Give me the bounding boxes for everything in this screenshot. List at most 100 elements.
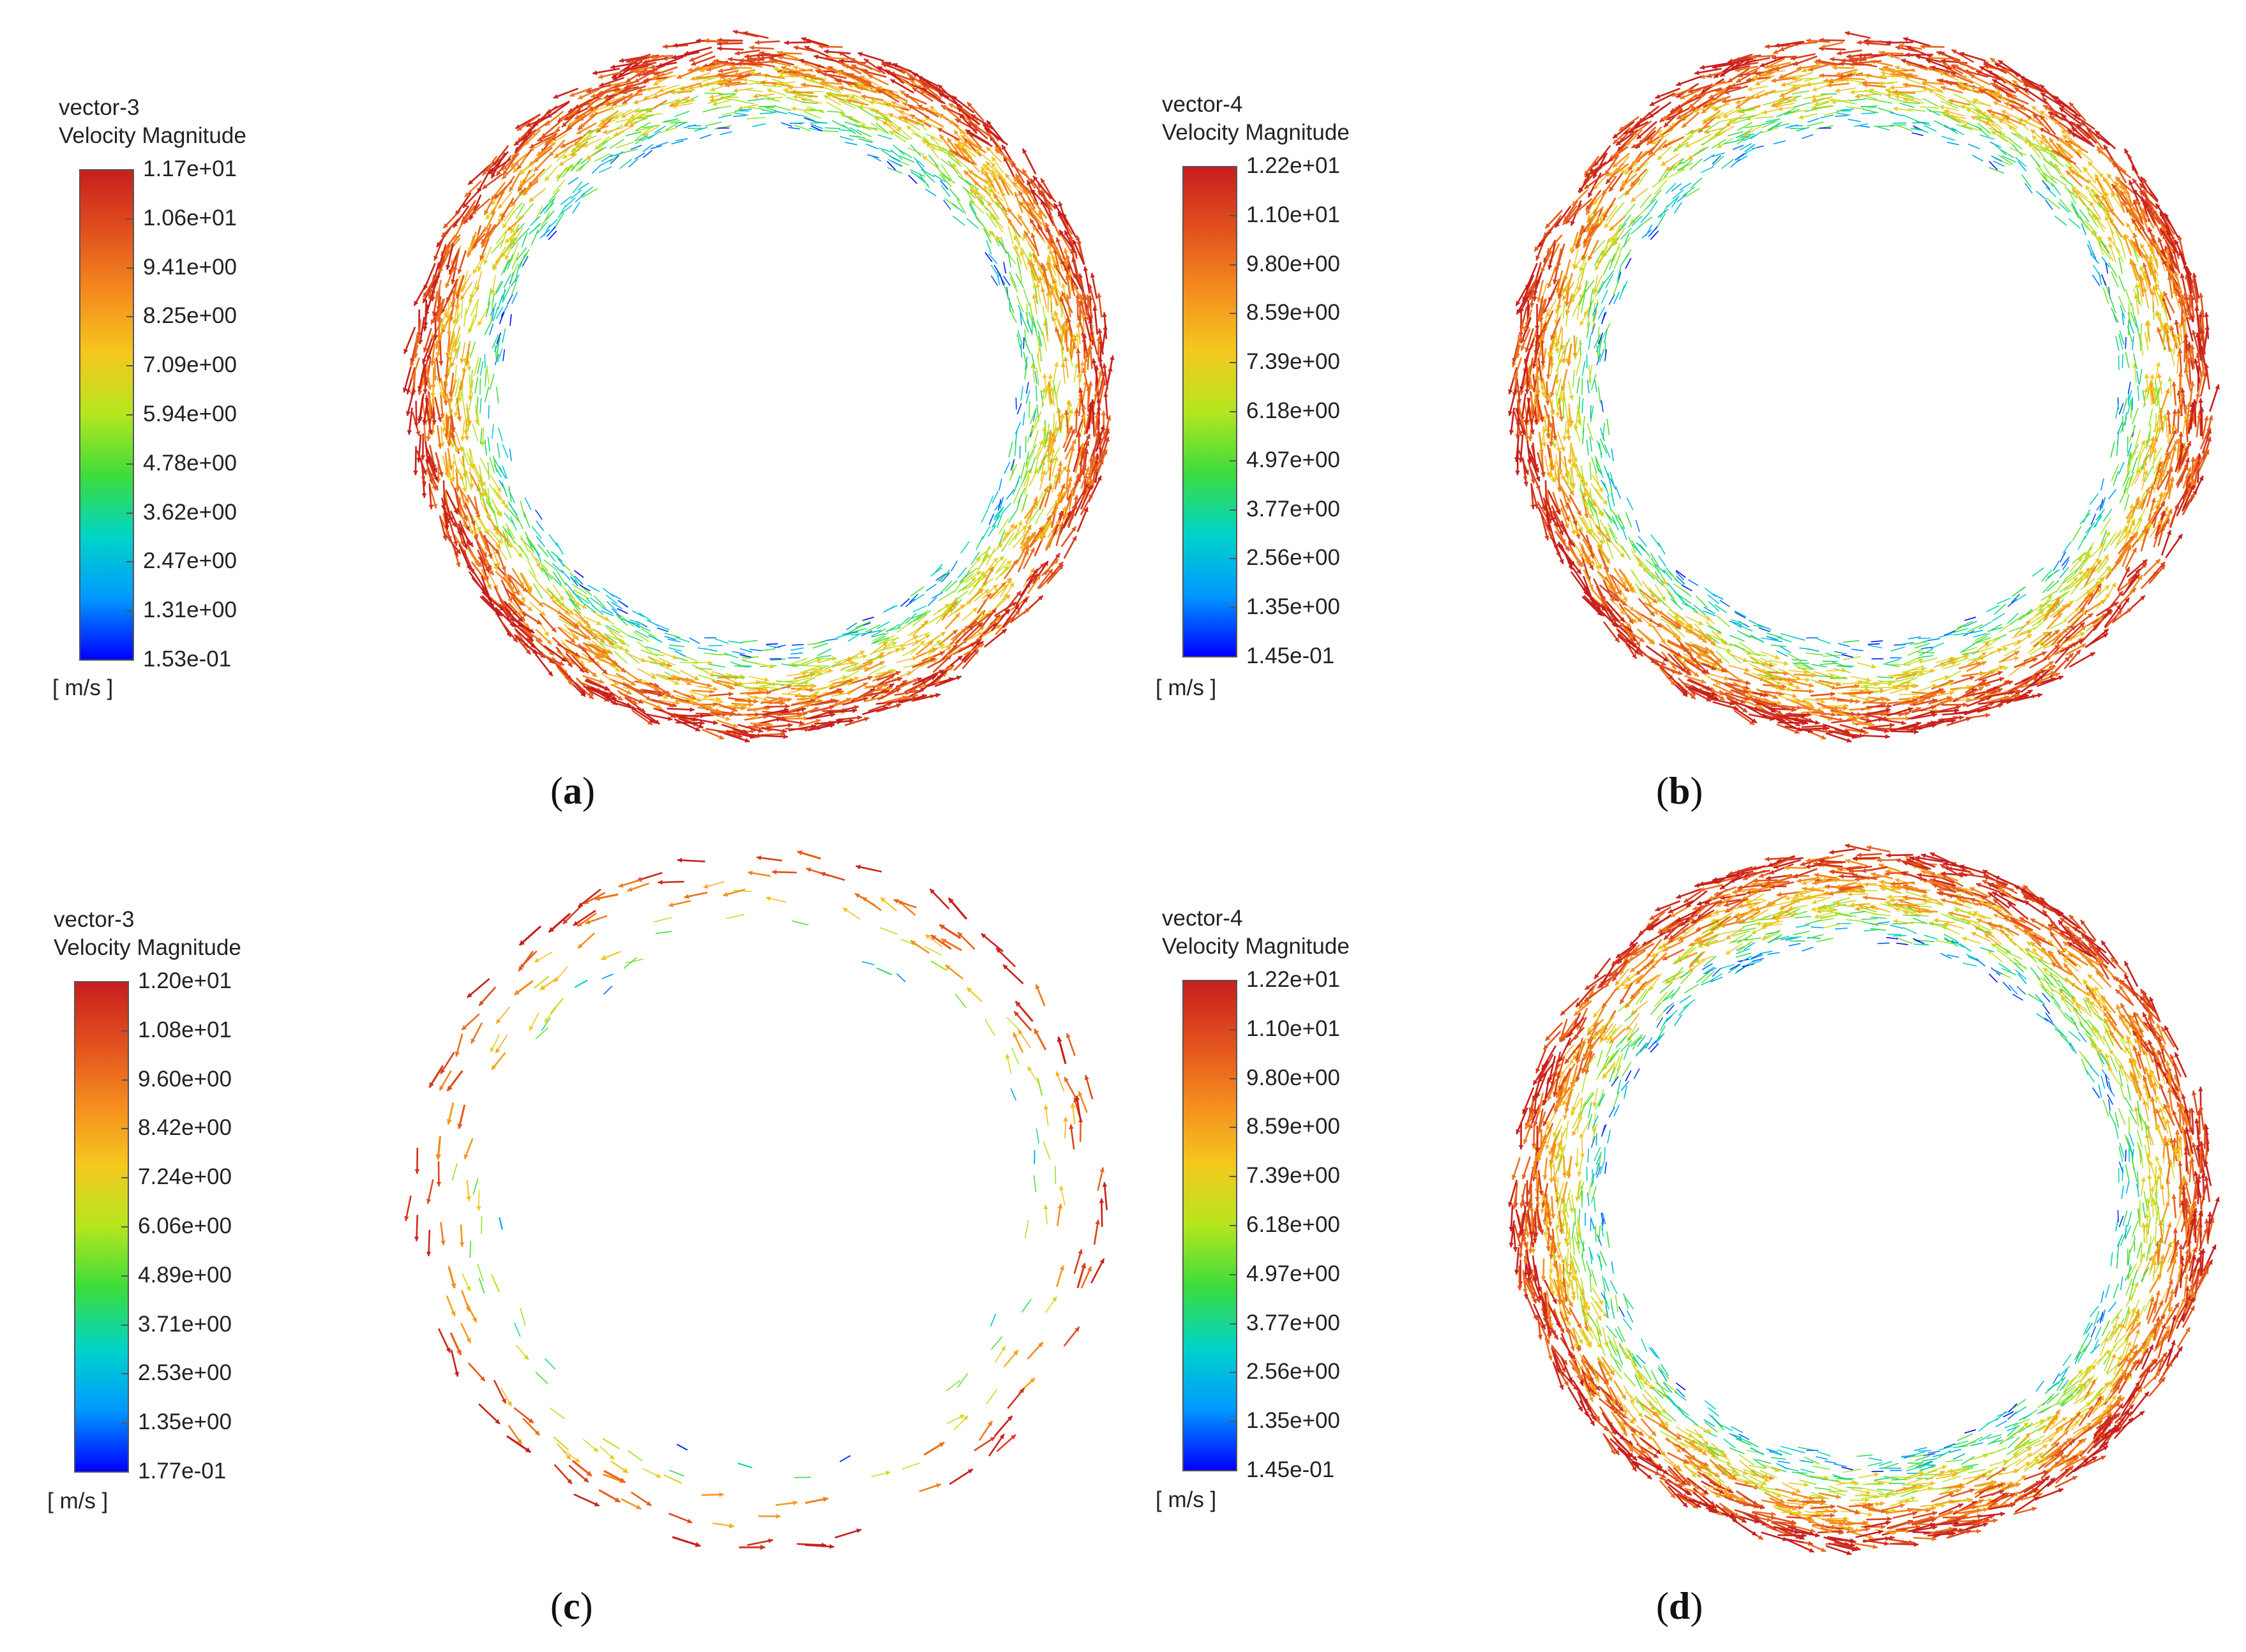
- vector-arrowhead: [2167, 509, 2173, 514]
- vector-arrowhead: [536, 117, 542, 123]
- vector-arrowhead: [633, 100, 638, 105]
- vector-arrowhead: [940, 631, 946, 636]
- vector-arrowhead: [591, 108, 597, 113]
- vector-arrowhead: [1069, 488, 1075, 493]
- velocity-vector: [1023, 336, 1025, 349]
- vector-arrowhead: [976, 571, 981, 576]
- velocity-vector: [2009, 625, 2026, 633]
- vector-arrowhead: [1030, 532, 1036, 537]
- velocity-vector: [1993, 603, 2007, 615]
- velocity-vector: [707, 97, 725, 104]
- velocity-vector: [485, 369, 487, 387]
- vector-arrowhead: [592, 70, 598, 75]
- velocity-vector: [817, 657, 836, 664]
- velocity-vector: [1024, 329, 1027, 347]
- vector-arrowhead: [732, 707, 737, 712]
- vector-arrowhead: [1013, 177, 1018, 183]
- vector-arrowhead: [586, 88, 591, 94]
- velocity-vector: [629, 706, 656, 724]
- velocity-vector: [605, 594, 618, 604]
- vector-arrowhead: [517, 622, 522, 628]
- legend-quantity: Velocity Magnitude: [1162, 120, 1350, 145]
- vector-arrowhead: [528, 181, 534, 186]
- velocity-vector: [615, 613, 628, 626]
- velocity-vector: [866, 143, 878, 149]
- velocity-vector: [541, 566, 556, 580]
- velocity-vector: [504, 237, 518, 252]
- vector-arrowhead: [1054, 310, 1059, 316]
- vector-arrowhead: [561, 657, 566, 662]
- velocity-vector: [790, 122, 805, 124]
- vector-arrowhead: [914, 689, 919, 695]
- vector-arrowhead: [750, 728, 756, 734]
- vector-arrowhead: [785, 703, 790, 709]
- velocity-vector: [490, 239, 504, 254]
- velocity-vector: [494, 513, 499, 530]
- velocity-vector: [625, 131, 642, 137]
- vector-arrowhead: [645, 86, 651, 92]
- vector-arrowhead: [976, 557, 981, 562]
- velocity-vector: [509, 314, 512, 326]
- vector-arrowhead: [690, 76, 696, 81]
- velocity-vector: [572, 181, 583, 193]
- velocity-vector: [675, 138, 688, 142]
- vector-arrowhead: [423, 347, 428, 352]
- velocity-vector: [1032, 560, 1049, 585]
- velocity-vector: [467, 164, 491, 186]
- vector-arrowhead: [587, 657, 593, 663]
- vector-arrowhead: [1044, 525, 1050, 530]
- velocity-vector: [610, 593, 622, 600]
- vector-arrowhead: [416, 431, 421, 436]
- vector-arrowhead: [712, 702, 718, 707]
- velocity-vector: [826, 101, 843, 112]
- velocity-vector: [2045, 186, 2057, 198]
- velocity-vector: [877, 621, 890, 629]
- vector-arrowhead: [1097, 370, 1103, 375]
- vector-arrowhead: [709, 97, 714, 103]
- velocity-vector: [854, 124, 871, 131]
- velocity-vector: [912, 605, 926, 613]
- vector-arrowhead: [460, 295, 465, 301]
- vector-arrowhead: [1763, 692, 1768, 698]
- velocity-vector: [593, 595, 607, 608]
- vector-arrowhead: [1014, 604, 1020, 610]
- vector-arrowhead: [601, 649, 607, 654]
- vector-arrowhead: [1043, 320, 1048, 326]
- velocity-vector: [899, 155, 915, 163]
- velocity-vector: [1020, 312, 1022, 326]
- vector-arrowhead: [1572, 352, 1578, 357]
- vector-arrowhead: [984, 589, 990, 594]
- vector-arrowhead: [767, 88, 772, 93]
- vector-arrowhead: [1081, 414, 1087, 419]
- velocity-vector: [601, 610, 614, 617]
- vector-arrowhead: [1047, 238, 1052, 244]
- vector-arrowhead: [805, 703, 811, 708]
- velocity-vector: [887, 167, 903, 174]
- vector-arrowhead: [908, 105, 914, 110]
- vector-arrowhead: [442, 395, 447, 400]
- velocity-vector: [561, 569, 571, 581]
- vector-arrowhead: [468, 179, 474, 185]
- vector-arrowhead: [442, 535, 448, 541]
- vector-arrowhead: [410, 357, 415, 363]
- vector-arrowhead: [1520, 430, 1526, 435]
- vector-arrowhead: [995, 146, 1000, 151]
- vector-arrowhead: [612, 101, 617, 106]
- vector-arrowhead: [1998, 665, 2004, 670]
- vector-arrowhead: [453, 348, 458, 354]
- velocity-vector: [911, 612, 926, 619]
- velocity-vector: [1021, 148, 1037, 175]
- velocity-vector: [812, 643, 829, 649]
- vector-arrowhead: [518, 169, 524, 174]
- vector-arrowhead: [501, 566, 506, 571]
- velocity-vector: [805, 108, 824, 112]
- vector-arrowhead: [725, 82, 730, 88]
- velocity-vector: [571, 158, 583, 171]
- vector-arrowhead: [435, 344, 440, 350]
- velocity-vector: [843, 115, 859, 124]
- velocity-vector: [521, 232, 528, 248]
- vector-arrowhead: [611, 695, 617, 700]
- velocity-vector: [543, 559, 558, 571]
- vector-arrowhead: [952, 629, 958, 635]
- vector-arrowhead: [2008, 680, 2013, 686]
